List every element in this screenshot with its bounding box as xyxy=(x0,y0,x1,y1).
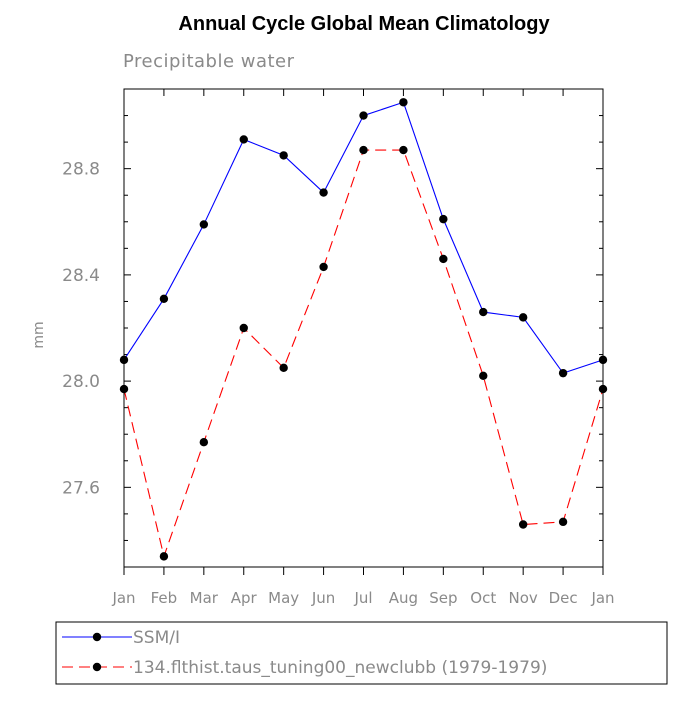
plot-frame xyxy=(123,88,604,568)
data-point xyxy=(479,307,488,317)
y-tick-label: 28.0 xyxy=(62,372,100,392)
data-point xyxy=(598,384,608,394)
data-point xyxy=(199,220,209,229)
x-tick-label: Nov xyxy=(509,589,538,607)
x-tick-label: Jul xyxy=(353,589,372,607)
data-point xyxy=(558,368,568,378)
x-tick-label: Dec xyxy=(549,589,578,607)
chart-subtitle: Precipitable water xyxy=(123,51,295,72)
data-point xyxy=(359,145,368,155)
data-point xyxy=(319,262,328,272)
y-tick-label: 28.4 xyxy=(62,266,100,286)
data-point xyxy=(399,98,408,107)
x-tick-label: May xyxy=(268,589,299,607)
y-tick-label: 28.8 xyxy=(62,160,100,180)
x-tick-label: Sep xyxy=(429,589,457,607)
series-1 xyxy=(119,98,608,378)
x-tick-label: Jun xyxy=(311,589,335,607)
legend-marker xyxy=(92,662,102,672)
x-tick-labels: Jan Feb Mar Apr May Jun Jul Aug Sep Oct Nov Dec Jan xyxy=(111,589,614,607)
x-tick-label: Aug xyxy=(389,589,418,607)
data-point xyxy=(119,384,129,394)
x-tick-label: Jan xyxy=(590,589,614,607)
data-point xyxy=(399,145,408,155)
y-tick-label: 27.6 xyxy=(62,478,100,498)
legend-marker xyxy=(92,632,102,642)
x-tick-label: Oct xyxy=(470,589,496,607)
x-tick-label: Feb xyxy=(151,589,178,607)
data-point xyxy=(558,517,568,527)
data-point xyxy=(479,371,488,380)
data-point xyxy=(518,313,528,322)
y-tick-labels: 27.6 28.0 28.4 28.8 xyxy=(62,160,100,499)
series-line xyxy=(123,101,604,374)
legend-label: 134.flthist.taus_tuning00_newclubb (1979… xyxy=(133,658,547,678)
x-tick-label: Mar xyxy=(190,589,219,607)
data-point xyxy=(239,323,248,333)
x-tick-label: Jan xyxy=(111,589,135,607)
data-point xyxy=(439,254,448,264)
data-point xyxy=(319,188,328,197)
x-tick-label: Apr xyxy=(231,589,258,607)
data-point xyxy=(279,363,288,373)
data-point xyxy=(119,355,129,365)
legend-box xyxy=(55,621,668,685)
data-point xyxy=(199,437,209,447)
series-layer xyxy=(119,98,608,561)
data-point xyxy=(159,552,169,561)
data-point xyxy=(439,214,448,224)
data-point xyxy=(518,520,528,529)
chart-title: Annual Cycle Global Mean Climatology xyxy=(178,13,550,35)
data-point xyxy=(279,151,288,160)
data-point xyxy=(598,355,608,365)
data-point xyxy=(159,294,169,303)
legend: SSM/I 134.flthist.taus_tuning00_newclubb … xyxy=(55,621,668,685)
axis-ticks xyxy=(123,88,604,575)
data-point xyxy=(359,111,368,120)
legend-items: SSM/I 134.flthist.taus_tuning00_newclubb … xyxy=(62,628,547,678)
series-line xyxy=(123,149,604,559)
series-2 xyxy=(119,145,608,561)
data-point xyxy=(239,135,248,144)
y-axis-label: mm xyxy=(31,321,47,348)
legend-label: SSM/I xyxy=(133,628,180,648)
